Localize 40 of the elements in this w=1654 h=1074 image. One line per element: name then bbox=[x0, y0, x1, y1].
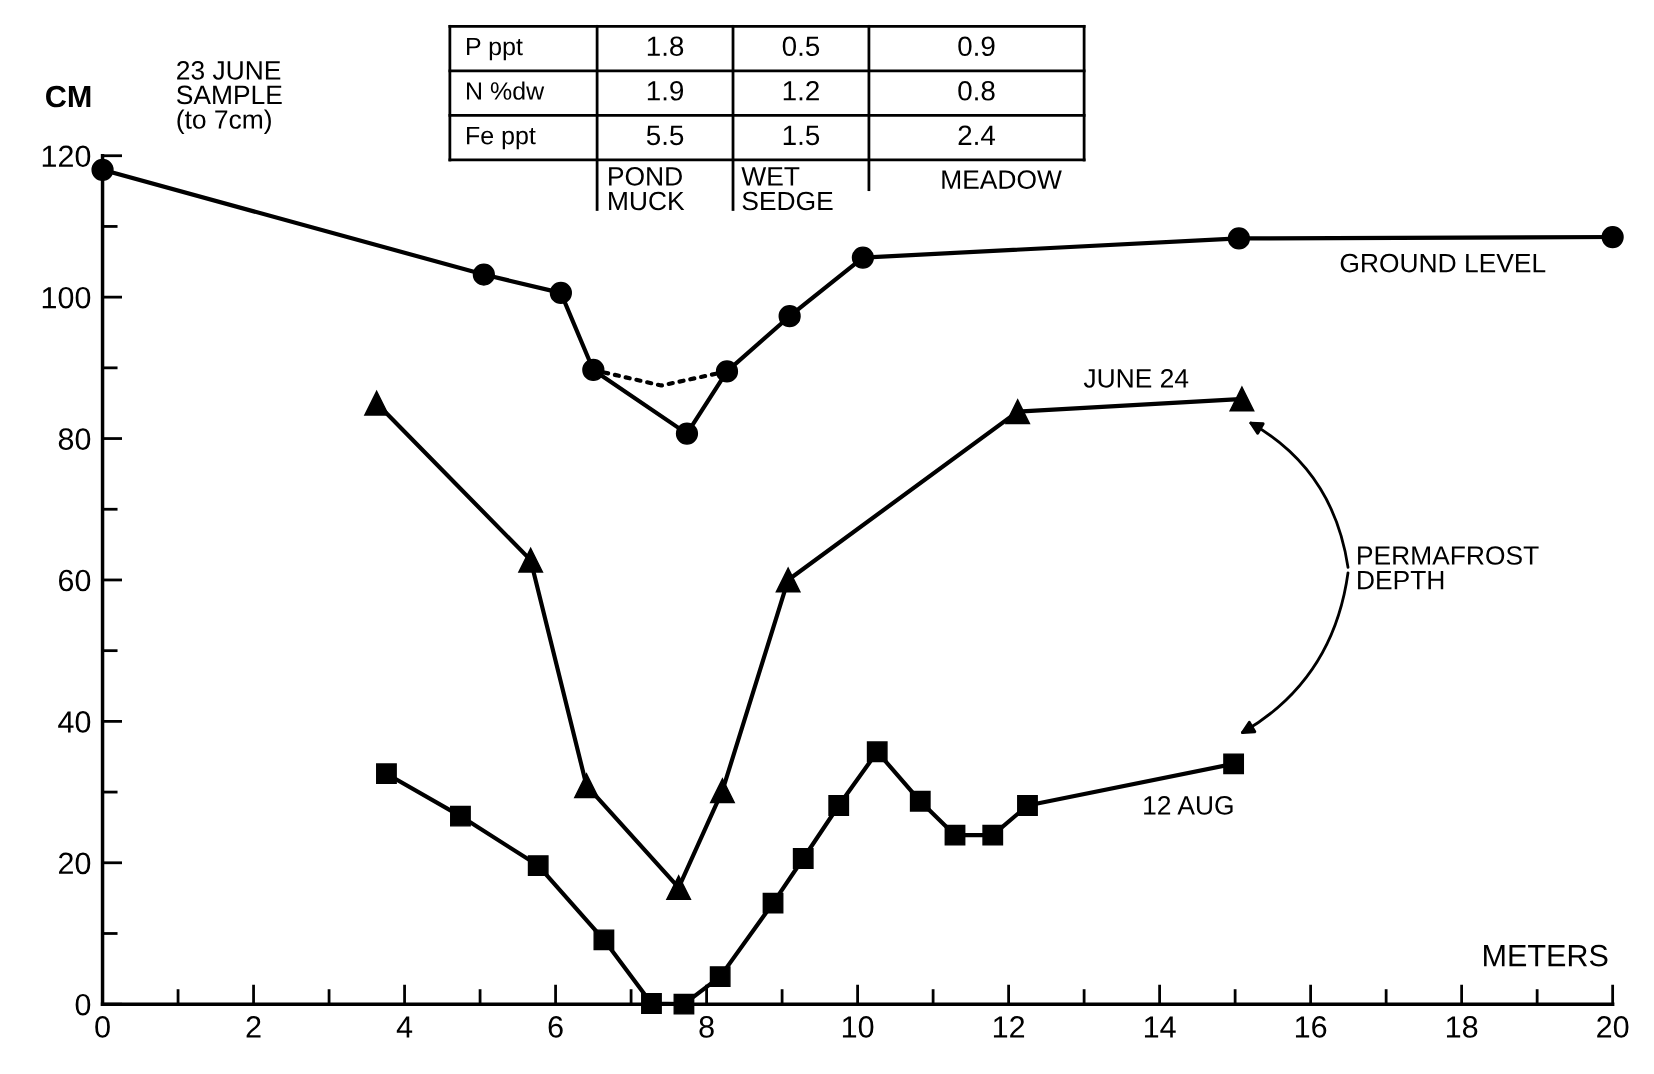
text: 1.2 bbox=[783, 80, 819, 101]
y-tick-label: 0 bbox=[75, 993, 91, 1016]
text: 0.8 bbox=[958, 80, 995, 101]
x-tick-label: 6 bbox=[548, 1016, 563, 1038]
y-tick-label: 20 bbox=[58, 852, 91, 875]
y-tick-label: 80 bbox=[58, 428, 91, 450]
x-tick-label: 14 bbox=[1144, 1016, 1176, 1038]
annotation: MEADOW bbox=[942, 170, 1062, 189]
x-tick-label: 2 bbox=[246, 1016, 261, 1038]
text: N %dw bbox=[467, 81, 545, 100]
x-tick-label: 10 bbox=[842, 1016, 874, 1038]
x-tick-label: 4 bbox=[396, 1016, 413, 1038]
text: 23 JUNE SAMPLE (to 7cm) bbox=[176, 60, 282, 135]
x-tick-label: 0 bbox=[95, 1016, 110, 1038]
y-axis-title: CM bbox=[46, 85, 91, 108]
y-tick-label: 40 bbox=[58, 711, 91, 733]
annotation: PERMAFROST DEPTH bbox=[1358, 546, 1539, 590]
y-tick-label: 120 bbox=[42, 145, 91, 168]
series-label: GROUND LEVEL bbox=[1340, 253, 1546, 273]
x-tick-label: 16 bbox=[1295, 1016, 1327, 1038]
x-tick-label: 8 bbox=[699, 1016, 714, 1038]
series-label: JUNE 24 bbox=[1083, 368, 1189, 388]
text: 1.9 bbox=[647, 80, 684, 101]
text: 5.5 bbox=[646, 125, 684, 146]
text: 0.5 bbox=[782, 36, 820, 57]
text: Fe ppt bbox=[467, 126, 536, 150]
y-tick-label: 100 bbox=[42, 286, 91, 309]
x-axis-title: METERS bbox=[1484, 944, 1608, 967]
series-label: 12 AUG bbox=[1144, 796, 1233, 815]
text: 0.9 bbox=[958, 36, 995, 57]
x-tick-label: 12 bbox=[993, 1016, 1025, 1038]
x-tick-label: 20 bbox=[1597, 1016, 1629, 1038]
y-tick-label: 60 bbox=[59, 569, 91, 592]
annotation: WET SEDGE bbox=[741, 167, 833, 211]
text: 2.4 bbox=[958, 125, 996, 145]
x-tick-label: 18 bbox=[1446, 1016, 1478, 1038]
text: P ppt bbox=[467, 37, 523, 61]
text: 1.5 bbox=[783, 125, 820, 146]
annotation: POND MUCK bbox=[609, 167, 685, 211]
text: 1.8 bbox=[647, 36, 684, 57]
